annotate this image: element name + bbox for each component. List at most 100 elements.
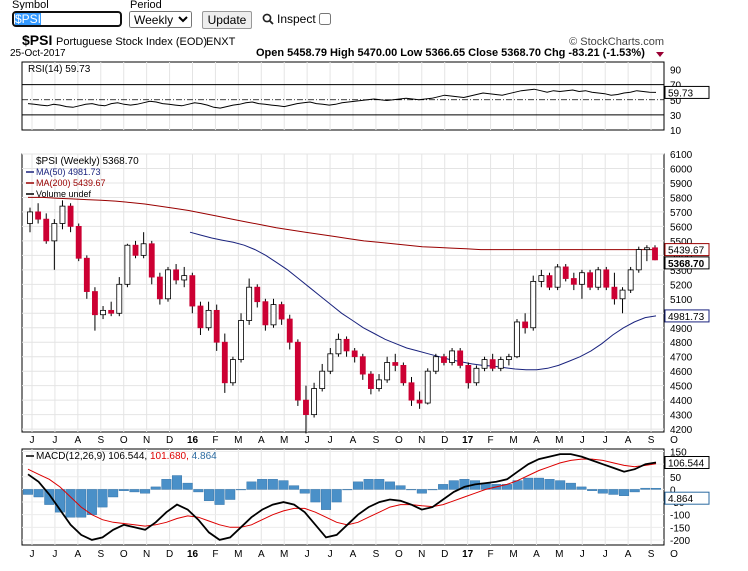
x-tick-label: F xyxy=(488,549,494,560)
candle-body xyxy=(392,362,399,366)
period-label: Period xyxy=(130,0,162,11)
x-tick-label: S xyxy=(97,435,104,446)
histogram-bar xyxy=(182,482,193,490)
candle-body xyxy=(67,205,74,227)
candle-body xyxy=(579,272,585,285)
candle-body xyxy=(140,243,147,256)
last-value-box xyxy=(664,309,710,323)
price-tick-label: 4900 xyxy=(670,324,693,335)
down-triangle-icon xyxy=(656,52,664,57)
histogram-bar xyxy=(118,489,129,491)
candle-body xyxy=(83,257,90,292)
histogram-bar xyxy=(374,479,385,490)
macd-tick-label: 0 xyxy=(670,485,676,496)
histogram-bar xyxy=(54,489,65,513)
macd-legend-item: MACD(12,26,9) 106.544, xyxy=(36,451,150,462)
x-axis-macd: J J A S O N D 16 F M A M J J A S O N D 17 F M A M J J A S O xyxy=(30,549,679,560)
header-name: Portuguese Stock Index (EOD) xyxy=(56,36,207,48)
histogram-bar xyxy=(235,489,246,491)
candle-body xyxy=(327,353,334,372)
candle-body xyxy=(619,289,626,300)
candle-body xyxy=(165,269,171,300)
candle-body xyxy=(643,247,650,250)
candle-body xyxy=(108,309,115,314)
x-tick-label: M xyxy=(280,549,288,560)
watermark-text: © StockCharts.com xyxy=(569,36,664,48)
histogram-bar xyxy=(321,489,332,510)
price-tick-label: 5900 xyxy=(670,179,693,190)
price-tick-label: 4300 xyxy=(670,411,693,422)
histogram-bar xyxy=(331,489,342,503)
candle-body xyxy=(457,350,464,366)
candle-body xyxy=(603,269,610,288)
histogram-bar xyxy=(150,486,161,490)
x-tick-label: J xyxy=(328,435,333,446)
x-tick-label: O xyxy=(395,549,403,560)
price-tick-label: 5500 xyxy=(670,237,693,248)
price-tick-label: 6000 xyxy=(670,164,693,175)
x-tick-label: D xyxy=(166,549,173,560)
macd-legend: MACD(12,26,9) 106.544, 101.680, 4.864 xyxy=(36,451,217,462)
histogram-bar xyxy=(587,489,598,491)
histogram-bar xyxy=(246,481,257,490)
panel-frame xyxy=(21,61,665,131)
histogram-bar xyxy=(289,485,300,490)
histogram-bar xyxy=(363,479,374,490)
inspect-checkbox[interactable] xyxy=(318,13,331,25)
histogram-bar xyxy=(395,485,406,490)
histogram-bar xyxy=(193,489,204,493)
price-tick-label: 4700 xyxy=(670,353,693,364)
update-button[interactable]: Update xyxy=(202,11,252,29)
candle-body xyxy=(116,283,123,314)
histogram-bar xyxy=(533,477,544,490)
inspect-toggle[interactable]: Inspect xyxy=(262,12,331,26)
x-tick-label: A xyxy=(533,549,540,560)
candle-body xyxy=(432,356,439,372)
candle-body xyxy=(441,356,447,363)
x-axis-price: J J A S O N D 16 F M A M J J A S O N D 17 F M A M J J A S O xyxy=(30,435,679,446)
histogram-bar xyxy=(608,489,619,495)
x-tick-label: J xyxy=(30,435,35,446)
candle-body xyxy=(367,373,374,389)
x-tick-label: M xyxy=(555,435,563,446)
candle-body xyxy=(319,370,326,389)
candle-body xyxy=(384,362,391,381)
candle-body xyxy=(246,286,253,321)
candle-body xyxy=(359,356,366,375)
histogram-bar xyxy=(342,489,353,491)
symbol-input[interactable] xyxy=(11,10,123,28)
x-tick-label: F xyxy=(212,435,218,446)
price-panel: 6100600059005800570056005500540053005200… xyxy=(21,150,710,436)
histogram-bar xyxy=(161,479,172,490)
candle-body xyxy=(497,359,504,369)
histogram-bar xyxy=(257,479,268,490)
x-tick-label: J xyxy=(580,435,585,446)
candle-body xyxy=(473,367,480,384)
last-value-box xyxy=(664,491,710,505)
candle-body xyxy=(652,247,658,261)
candle-body xyxy=(635,249,642,271)
candle-body xyxy=(27,211,33,224)
x-tick-label: 17 xyxy=(462,435,474,446)
x-tick-label: A xyxy=(350,549,357,560)
macd-line xyxy=(27,453,657,541)
candle-body xyxy=(124,244,131,285)
macd-tick-label: 50 xyxy=(670,473,682,484)
x-tick-label: S xyxy=(97,549,104,560)
period-select[interactable]: Weekly xyxy=(129,11,192,28)
ma50-line xyxy=(189,231,657,371)
x-tick-label: M xyxy=(509,435,517,446)
candle-body xyxy=(489,359,496,369)
price-tick-label: 5700 xyxy=(670,208,693,219)
candle-body xyxy=(505,356,512,361)
candle-body xyxy=(611,286,618,300)
histogram-bar xyxy=(651,487,661,490)
x-tick-label: J xyxy=(603,549,608,560)
candle-body xyxy=(449,350,455,363)
x-tick-label: M xyxy=(234,435,242,446)
magnifier-icon xyxy=(262,13,274,25)
x-tick-label: O xyxy=(120,435,128,446)
histogram-bar xyxy=(203,489,214,501)
last-value-box xyxy=(664,243,710,257)
